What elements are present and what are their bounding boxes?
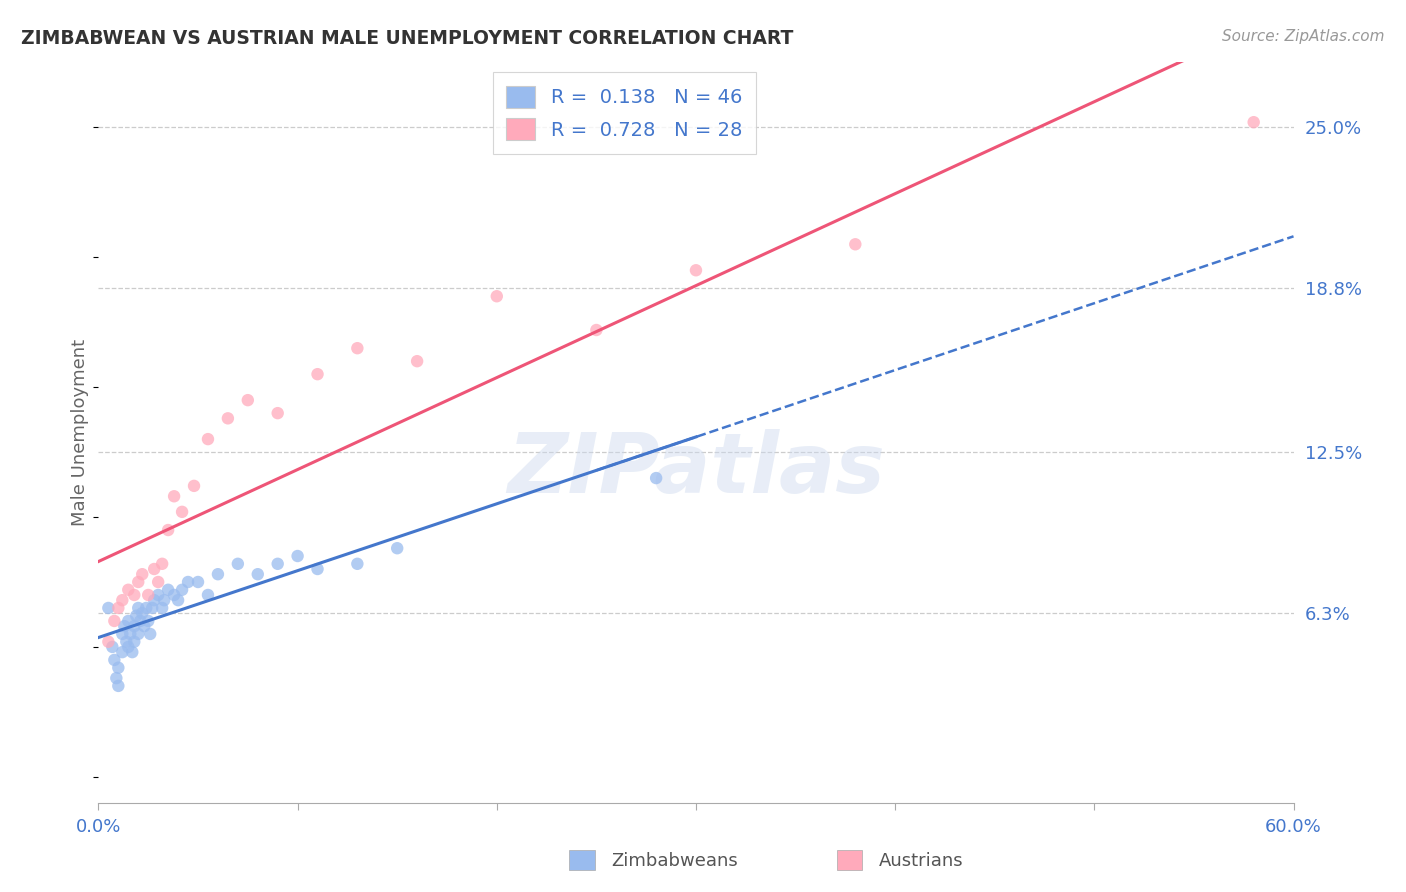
Point xyxy=(645,471,668,485)
Point xyxy=(136,614,159,628)
Point xyxy=(134,619,156,633)
Point xyxy=(157,523,180,537)
Point xyxy=(111,645,134,659)
Point xyxy=(124,634,146,648)
Point xyxy=(135,601,157,615)
Point xyxy=(187,574,209,589)
Point xyxy=(585,323,607,337)
Point xyxy=(103,653,125,667)
Point xyxy=(246,567,269,582)
Point xyxy=(127,627,149,641)
Text: Austrians: Austrians xyxy=(879,852,963,870)
Text: ZIPatlas: ZIPatlas xyxy=(508,429,884,510)
Point xyxy=(136,588,159,602)
Point xyxy=(148,574,170,589)
Point xyxy=(97,601,120,615)
Text: Zimbabweans: Zimbabweans xyxy=(612,852,738,870)
Point xyxy=(97,634,120,648)
Point xyxy=(207,567,229,582)
Y-axis label: Male Unemployment: Male Unemployment xyxy=(70,339,89,526)
Point xyxy=(172,582,194,597)
Point xyxy=(307,367,329,381)
Point xyxy=(117,582,139,597)
Point xyxy=(685,263,707,277)
Point xyxy=(485,289,508,303)
Point xyxy=(121,645,143,659)
Point xyxy=(107,661,129,675)
Point xyxy=(150,557,173,571)
Point xyxy=(141,601,163,615)
Point xyxy=(177,574,200,589)
Point xyxy=(127,601,149,615)
Point xyxy=(143,593,166,607)
Point xyxy=(105,671,128,685)
Point xyxy=(267,557,290,571)
Point xyxy=(117,614,139,628)
Point xyxy=(183,479,205,493)
Text: Source: ZipAtlas.com: Source: ZipAtlas.com xyxy=(1222,29,1385,44)
Point xyxy=(163,588,186,602)
Point xyxy=(131,567,153,582)
Point xyxy=(148,588,170,602)
Point xyxy=(267,406,290,420)
Point xyxy=(111,593,134,607)
Point xyxy=(167,593,190,607)
Point xyxy=(131,606,153,620)
Point xyxy=(107,679,129,693)
Point xyxy=(101,640,124,654)
Point xyxy=(172,505,194,519)
Legend: R =  0.138   N = 46, R =  0.728   N = 28: R = 0.138 N = 46, R = 0.728 N = 28 xyxy=(492,72,756,154)
Point xyxy=(217,411,239,425)
Point xyxy=(117,640,139,654)
Point xyxy=(107,601,129,615)
Point xyxy=(157,582,180,597)
Point xyxy=(1243,115,1265,129)
Point xyxy=(226,557,249,571)
Point xyxy=(406,354,429,368)
Point xyxy=(385,541,409,556)
Point xyxy=(150,601,173,615)
Point xyxy=(197,432,219,446)
Point xyxy=(346,557,368,571)
Point xyxy=(163,489,186,503)
Point xyxy=(236,393,259,408)
Point xyxy=(307,562,329,576)
Point xyxy=(125,608,148,623)
Point xyxy=(346,341,368,355)
Point xyxy=(127,574,149,589)
Point xyxy=(111,627,134,641)
Point xyxy=(287,549,309,563)
Point xyxy=(120,627,142,641)
Point xyxy=(129,614,152,628)
Point xyxy=(143,562,166,576)
Point xyxy=(112,619,135,633)
Point xyxy=(139,627,162,641)
Point xyxy=(844,237,866,252)
Point xyxy=(103,614,125,628)
Point xyxy=(124,619,146,633)
Text: ZIMBABWEAN VS AUSTRIAN MALE UNEMPLOYMENT CORRELATION CHART: ZIMBABWEAN VS AUSTRIAN MALE UNEMPLOYMENT… xyxy=(21,29,793,47)
Point xyxy=(153,593,176,607)
Point xyxy=(115,634,138,648)
Point xyxy=(197,588,219,602)
Point xyxy=(124,588,146,602)
